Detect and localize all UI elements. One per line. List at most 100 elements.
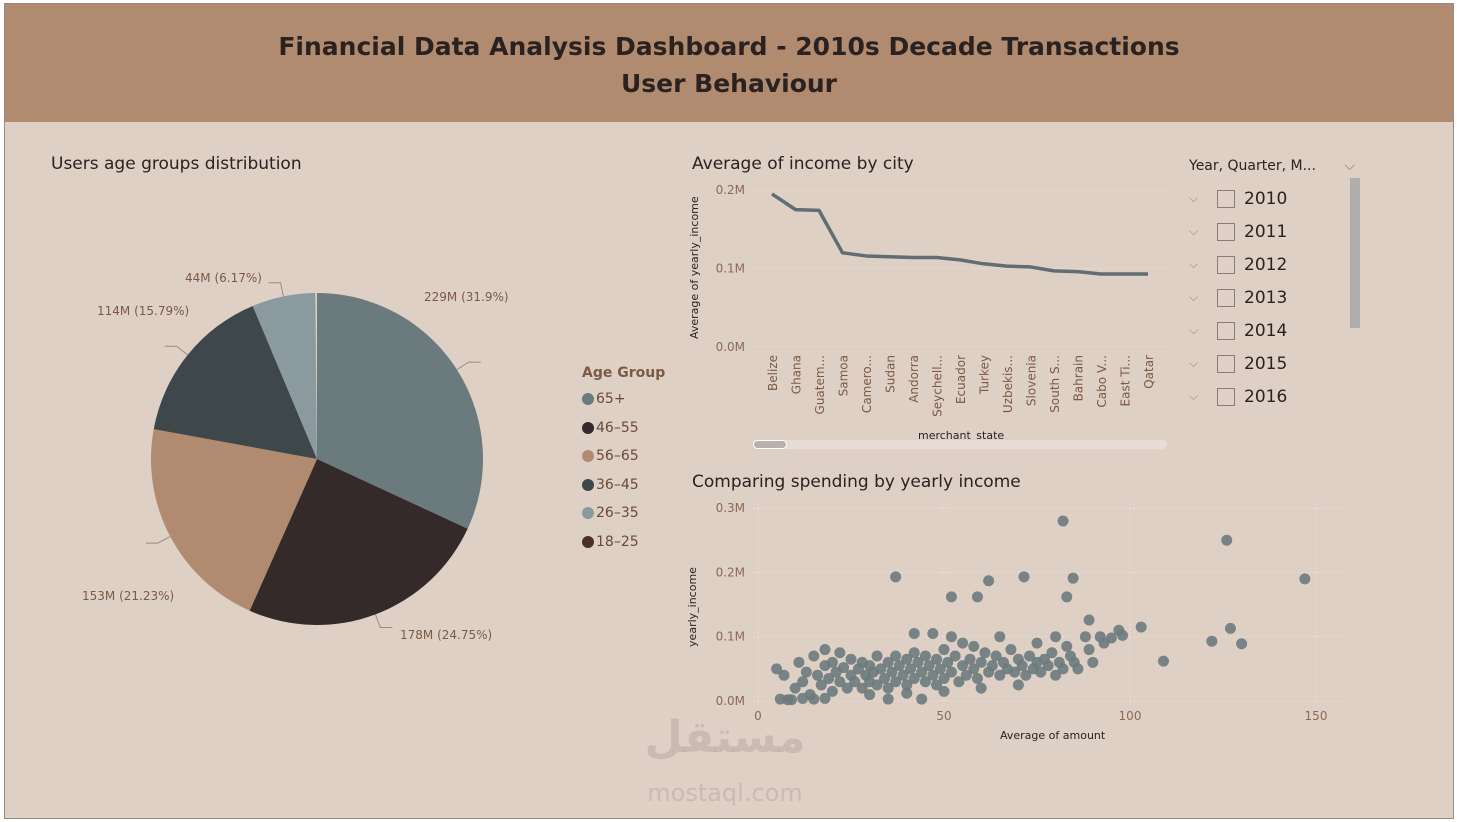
scatter-point[interactable]: [1224, 622, 1236, 634]
scatter-point[interactable]: [771, 663, 783, 675]
scatter-point[interactable]: [994, 631, 1006, 643]
checkbox[interactable]: [1217, 321, 1235, 340]
scatter-point[interactable]: [1067, 572, 1079, 584]
scatter-point[interactable]: [957, 637, 969, 649]
scatter-point[interactable]: [1042, 660, 1054, 672]
scatter-point[interactable]: [841, 682, 853, 694]
scatter-point[interactable]: [908, 627, 920, 639]
scatter-point[interactable]: [882, 693, 894, 705]
scatter-point[interactable]: [916, 693, 928, 705]
scatter-point[interactable]: [916, 666, 928, 678]
scatter-point[interactable]: [785, 694, 797, 706]
scatter-point[interactable]: [1020, 669, 1032, 681]
scatter-point[interactable]: [1087, 656, 1099, 668]
scatter-point[interactable]: [897, 669, 909, 681]
scatter-point[interactable]: [1046, 647, 1058, 659]
scatter-point[interactable]: [1061, 591, 1073, 603]
scatter-point[interactable]: [871, 650, 883, 662]
scatter-point[interactable]: [871, 679, 883, 691]
pie-chart[interactable]: [5, 4, 665, 704]
pie-slice[interactable]: [317, 293, 484, 529]
scatter-point[interactable]: [990, 650, 1002, 662]
scatter-point[interactable]: [849, 676, 861, 688]
scatter-point[interactable]: [938, 644, 950, 656]
scatter-point[interactable]: [971, 591, 983, 603]
slicer-scrollbar[interactable]: [1350, 178, 1360, 328]
scatter-point[interactable]: [1079, 631, 1091, 643]
slicer-item[interactable]: ⌵ 2012: [1189, 248, 1359, 281]
scatter-point[interactable]: [1061, 640, 1073, 652]
scatter-point[interactable]: [882, 656, 894, 668]
scatter-point[interactable]: [1016, 660, 1028, 672]
scatter-point[interactable]: [938, 685, 950, 697]
scatter-point[interactable]: [957, 660, 969, 672]
scatter-point[interactable]: [845, 653, 857, 665]
slicer-item[interactable]: ⌵ 2010: [1189, 182, 1359, 215]
scatter-point[interactable]: [1031, 637, 1043, 649]
slicer-item[interactable]: ⌵ 2015: [1189, 347, 1359, 380]
scatter-point[interactable]: [800, 666, 812, 678]
scatter-point[interactable]: [778, 669, 790, 681]
scatter-point[interactable]: [994, 669, 1006, 681]
scatter-point[interactable]: [823, 672, 835, 684]
slicer-item[interactable]: ⌵ 2013: [1189, 281, 1359, 314]
scatter-point[interactable]: [774, 693, 786, 705]
scatter-point[interactable]: [901, 653, 913, 665]
expand-chevron-icon[interactable]: ⌵: [1189, 356, 1199, 370]
scatter-point[interactable]: [953, 676, 965, 688]
scatter-point[interactable]: [1135, 621, 1147, 633]
scatter-point[interactable]: [789, 682, 801, 694]
scatter-point[interactable]: [945, 631, 957, 643]
scatter-point[interactable]: [890, 650, 902, 662]
legend-item[interactable]: 65+: [582, 385, 665, 414]
legend-item[interactable]: 18–25: [582, 528, 665, 557]
expand-chevron-icon[interactable]: ⌵: [1189, 191, 1199, 205]
income-line[interactable]: [771, 192, 1148, 276]
scatter-point[interactable]: [826, 685, 838, 697]
checkbox[interactable]: [1217, 354, 1235, 373]
line-scrollbar-thumb[interactable]: [753, 440, 787, 449]
scatter-point[interactable]: [923, 660, 935, 672]
scatter-point[interactable]: [1050, 631, 1062, 643]
scatter-point[interactable]: [927, 669, 939, 681]
expand-chevron-icon[interactable]: ⌵: [1189, 224, 1199, 238]
scatter-point[interactable]: [1083, 644, 1095, 656]
scatter-point[interactable]: [960, 669, 972, 681]
scatter-point[interactable]: [983, 575, 995, 587]
scatter-point[interactable]: [1299, 573, 1311, 585]
scatter-point[interactable]: [931, 653, 943, 665]
scatter-point[interactable]: [901, 687, 913, 699]
scatter-point[interactable]: [882, 682, 894, 694]
legend-item[interactable]: 46–55: [582, 414, 665, 443]
scatter-point[interactable]: [945, 591, 957, 603]
scatter-point[interactable]: [1157, 655, 1169, 667]
legend-item[interactable]: 26–35: [582, 499, 665, 528]
scatter-point[interactable]: [808, 693, 820, 705]
scatter-point[interactable]: [864, 689, 876, 701]
scatter-point[interactable]: [886, 666, 898, 678]
scatter-point[interactable]: [834, 647, 846, 659]
scatter-point[interactable]: [938, 672, 950, 684]
scatter-point[interactable]: [945, 666, 957, 678]
scatter-point[interactable]: [934, 663, 946, 675]
scatter-point[interactable]: [912, 656, 924, 668]
scatter-point[interactable]: [834, 676, 846, 688]
scatter-point[interactable]: [901, 679, 913, 691]
legend-item[interactable]: 36–45: [582, 471, 665, 500]
slicer-header[interactable]: Year, Quarter, M... ⌵: [1189, 158, 1359, 178]
scatter-point[interactable]: [975, 656, 987, 668]
scatter-chart[interactable]: 0.0M 0.1M 0.2M 0.3M 0 50 100 150: [5, 4, 1405, 744]
scatter-point[interactable]: [819, 644, 831, 656]
expand-chevron-icon[interactable]: ⌵: [1189, 323, 1199, 337]
scatter-point[interactable]: [979, 647, 991, 659]
scatter-point[interactable]: [890, 571, 902, 583]
scatter-point[interactable]: [927, 627, 939, 639]
scatter-point[interactable]: [793, 656, 805, 668]
scatter-point[interactable]: [1024, 650, 1036, 662]
scatter-point[interactable]: [975, 682, 987, 694]
pie-slice[interactable]: [153, 305, 317, 459]
scatter-point[interactable]: [856, 682, 868, 694]
scatter-point[interactable]: [968, 663, 980, 675]
scatter-point[interactable]: [1221, 534, 1233, 546]
checkbox[interactable]: [1217, 189, 1235, 208]
